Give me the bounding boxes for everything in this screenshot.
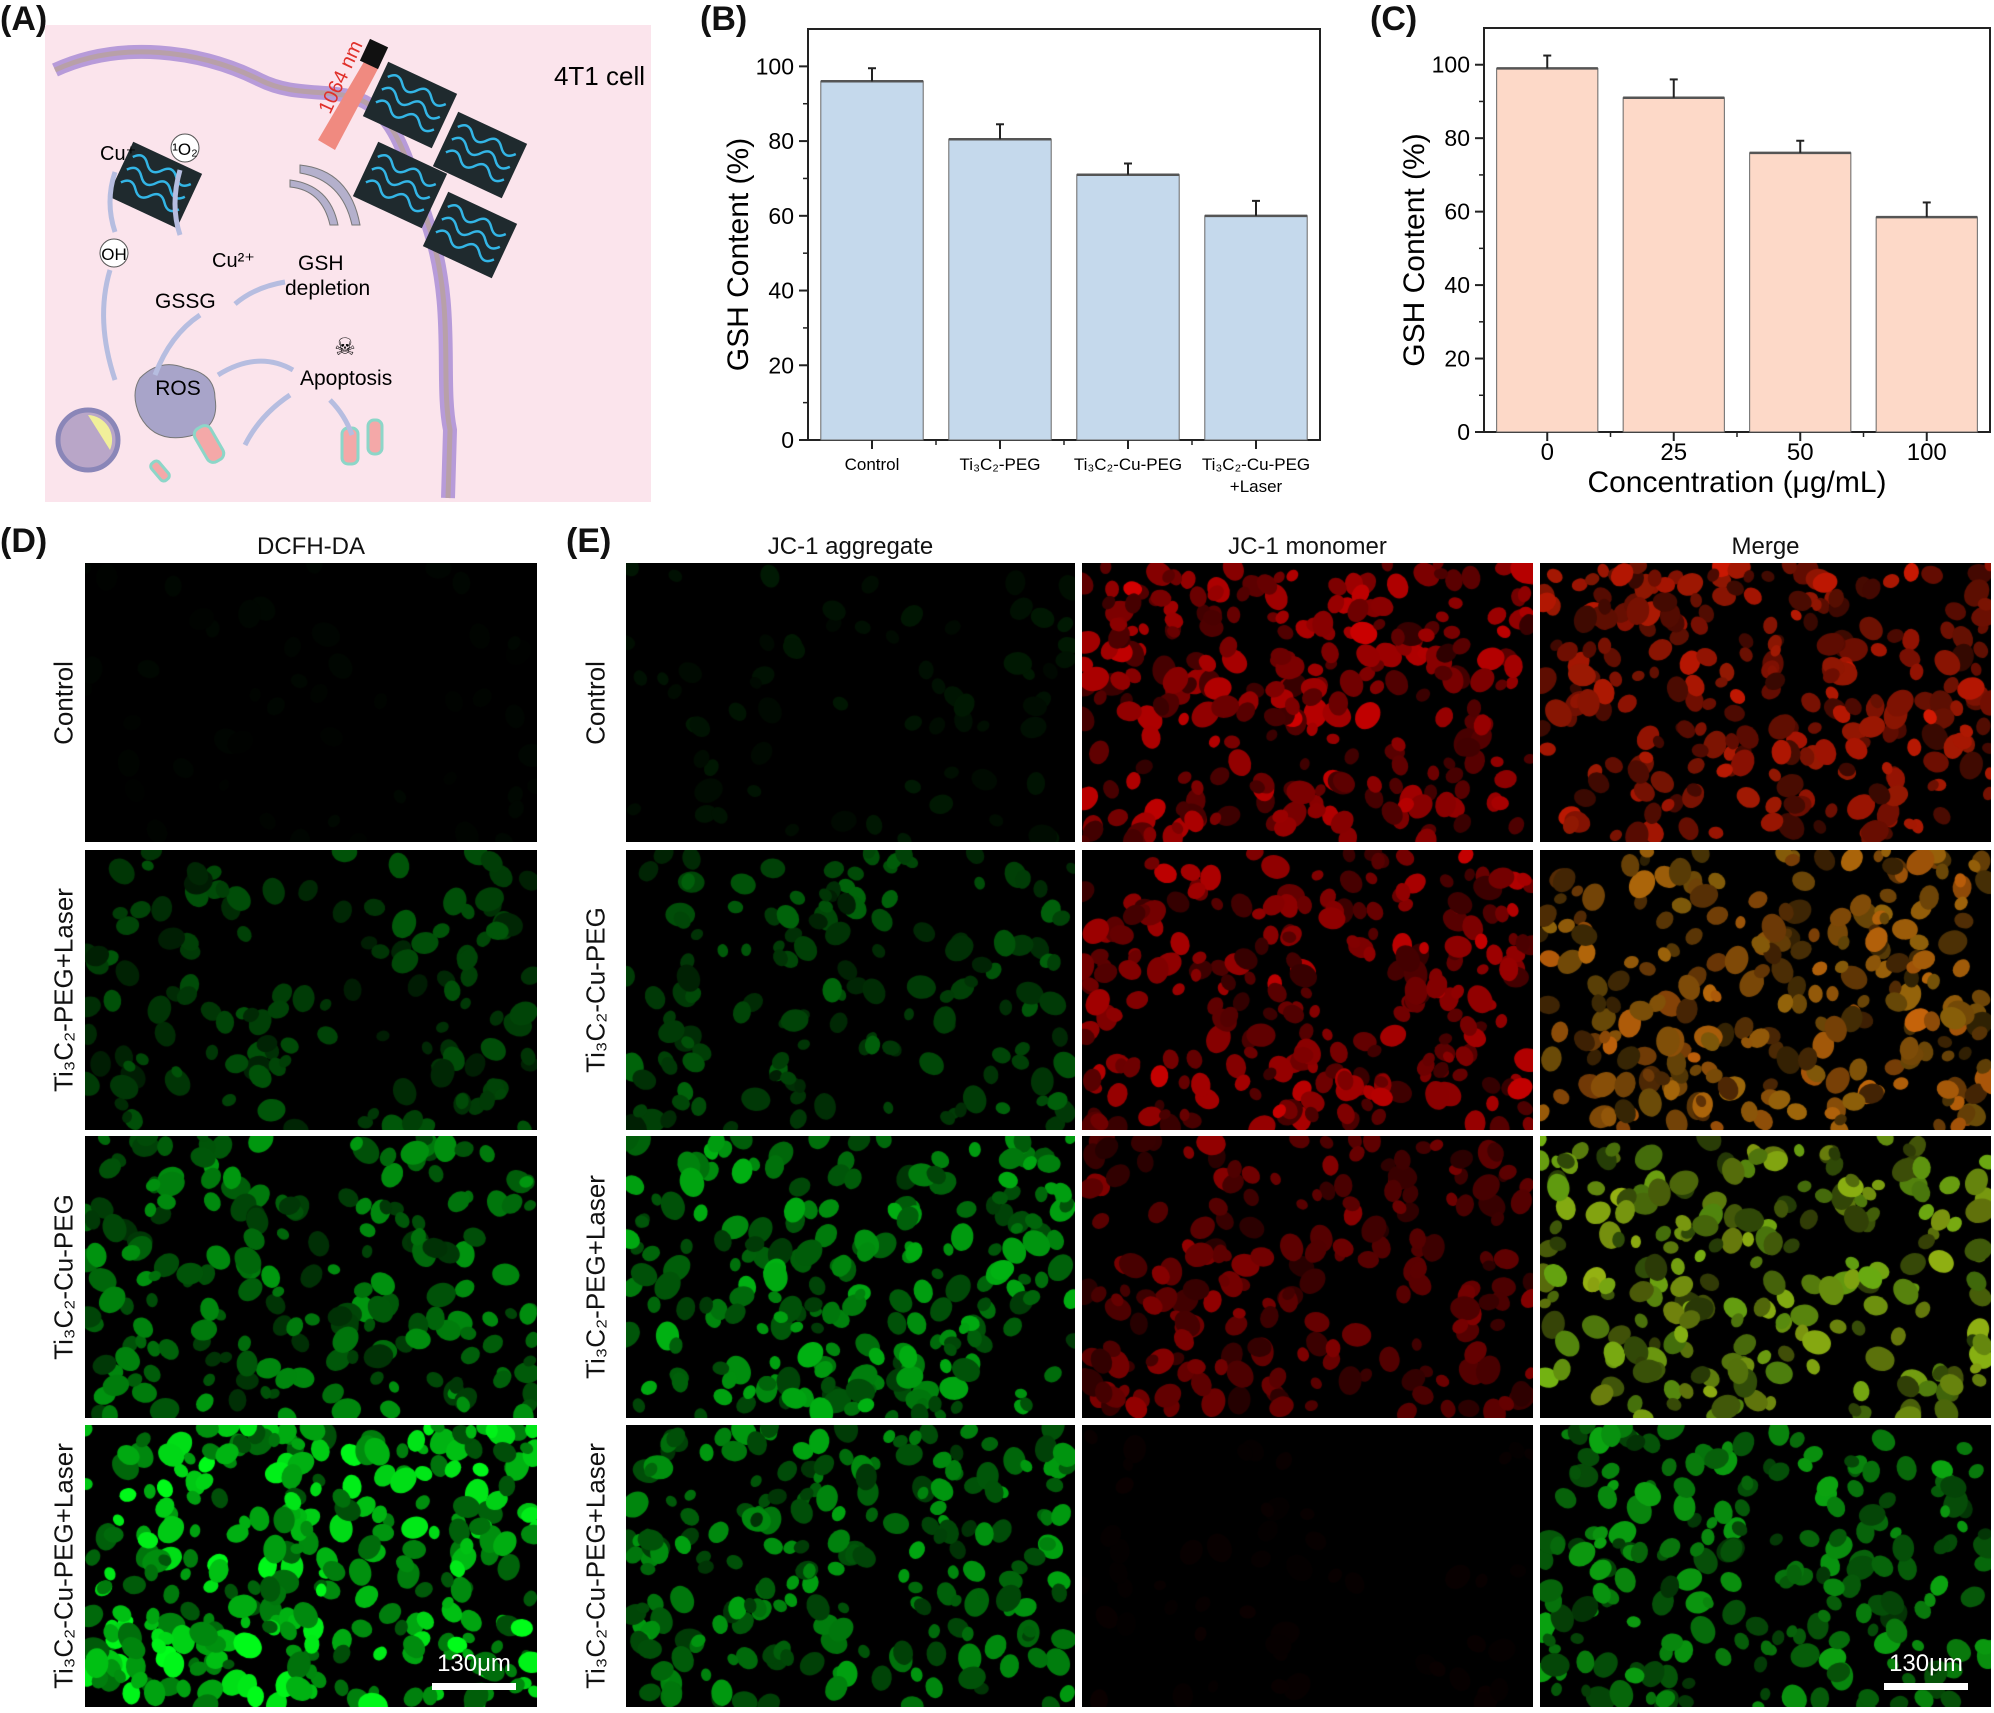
panel-label-b: (B) (700, 0, 748, 38)
y-tick-label: 80 (1444, 125, 1470, 151)
panel-d-row-label: Ti₃C₂-Cu-PEG+Laser (48, 1443, 79, 1689)
chart-c: 0 25 50 100 0 20 40 60 80 100 GSH Content (%) Conce… (1398, 27, 1991, 499)
bar (1204, 215, 1308, 441)
x-tick-label: 25 (1660, 439, 1687, 466)
nanosheets (107, 61, 528, 279)
nanosheet-icon (362, 61, 458, 149)
skull-icon: ☠ (334, 334, 356, 361)
jc1-monomer-image (1082, 563, 1533, 842)
pathway-arrows (101, 169, 355, 447)
hydroxyl-label: OH (101, 245, 127, 264)
bar (1496, 67, 1599, 433)
jc1-aggregate-image (626, 563, 1075, 842)
depletion-label: depletion (285, 277, 370, 300)
jc1-monomer-image (1082, 1136, 1533, 1418)
y-tick-label: 20 (1444, 346, 1470, 372)
nanosheet-icon (432, 111, 528, 199)
dcfh-image (85, 850, 537, 1130)
dcfh-image (85, 563, 537, 842)
jc1-aggregate-image (626, 1136, 1075, 1418)
singlet-oxygen-label: ¹O₂ (172, 140, 197, 159)
panel-e-column-monomer: JC-1 monomer (1228, 533, 1387, 560)
panel-e-column-merge: Merge (1731, 533, 1800, 560)
singlet-oxygen-circle (170, 133, 200, 163)
panel-label-a: (A) (0, 0, 48, 38)
ros-blob (134, 364, 217, 439)
ros-label: ROS (155, 377, 201, 400)
scale-bar-d-label: 130μm (437, 1650, 511, 1677)
bar (820, 80, 924, 441)
panel-e-row-label: Ti₃C₂-Cu-PEG+Laser (580, 1443, 611, 1689)
x-axis-label: Concentration (μg/mL) (1587, 466, 1886, 499)
y-tick-label: 20 (768, 352, 794, 378)
nanosheet-icon (352, 141, 448, 229)
bar (1076, 174, 1180, 441)
panel-e-row-label: Ti₃C₂-Cu-PEG (580, 907, 611, 1073)
hydroxyl-circle (99, 238, 129, 268)
dcfh-image (85, 1425, 537, 1707)
scale-bar-d-bar (432, 1683, 516, 1690)
mitochondria-icon (289, 164, 361, 226)
panel-label-c: (C) (1370, 0, 1418, 38)
nucleus-icon (88, 415, 113, 450)
jc1-merge-image (1540, 850, 1991, 1130)
apoptosis-label: Apoptosis (300, 367, 392, 390)
dcfh-image (85, 1136, 537, 1418)
jc1-monomer-image (1082, 1425, 1533, 1707)
scale-bar-e-bar (1884, 1683, 1968, 1690)
panel-e-row-label: Control (580, 660, 611, 745)
y-tick-label: 60 (768, 203, 794, 229)
panel-d-title: DCFH-DA (257, 533, 365, 560)
y-tick-label: 100 (1432, 52, 1470, 78)
y-axis-label: GSH Content (%) (1398, 133, 1431, 366)
panel-d-row-label: Control (48, 660, 79, 745)
cell-label: 4T1 cell (554, 61, 645, 91)
nanosheet-icon (422, 191, 518, 279)
y-tick-label: 100 (756, 53, 794, 79)
y-tick-label: 80 (768, 128, 794, 154)
laser-icon (318, 38, 389, 150)
x-tick-label: Ti₃C₂-PEG (960, 455, 1041, 474)
jc1-merge-image (1540, 563, 1991, 842)
apoptotic-bodies-icon (149, 418, 384, 483)
mechanism-schematic: 1064 nm 4T1 cell Cu⁺ ¹O₂ OH Cu²⁺ GSH dep… (45, 25, 651, 502)
panel-e-row-label: Ti₃C₂-PEG+Laser (580, 1175, 611, 1379)
bar (1875, 216, 1978, 433)
panel-label-d: (D) (0, 522, 48, 560)
jc1-aggregate-image (626, 1425, 1075, 1707)
y-tick-label: 0 (1457, 419, 1470, 445)
x-tick-label: +Laser (1230, 477, 1283, 496)
cu-plus-label: Cu⁺ (100, 143, 136, 165)
chart-b: Control Ti₃C₂-PEG Ti₃C₂-Cu-PEG Ti₃C₂-Cu-PEG… (722, 28, 1321, 496)
scale-bar-e-label: 130μm (1889, 1650, 1963, 1677)
x-tick-label: Control (845, 455, 900, 474)
gssg-label: GSSG (155, 290, 216, 313)
panel-label-e: (E) (566, 522, 612, 560)
bar (1749, 152, 1852, 433)
y-tick-label: 40 (768, 278, 794, 304)
x-tick-label: 100 (1907, 439, 1947, 466)
x-tick-label: 0 (1541, 439, 1554, 466)
y-tick-label: 40 (1444, 272, 1470, 298)
bar (1622, 97, 1725, 433)
jc1-merge-image (1540, 1136, 1991, 1418)
panel-e-column-aggregate: JC-1 aggregate (767, 533, 934, 560)
x-tick-label: 50 (1787, 439, 1814, 466)
y-tick-label: 0 (781, 427, 794, 453)
jc1-merge-image (1540, 1425, 1991, 1707)
panel-d-row-label: Ti₃C₂-Cu-PEG (48, 1194, 79, 1360)
x-tick-label: Ti₃C₂-Cu-PEG (1074, 455, 1182, 474)
cu-2plus-label: Cu²⁺ (212, 250, 255, 272)
jc1-monomer-image (1082, 850, 1533, 1130)
panel-d-row-label: Ti₃C₂-PEG+Laser (48, 888, 79, 1092)
x-tick-label: Ti₃C₂-Cu-PEG (1202, 455, 1310, 474)
y-tick-label: 60 (1444, 199, 1470, 225)
bar (948, 138, 1052, 441)
y-axis-label: GSH Content (%) (722, 138, 755, 371)
gsh-label: GSH (298, 252, 344, 275)
jc1-aggregate-image (626, 850, 1075, 1130)
